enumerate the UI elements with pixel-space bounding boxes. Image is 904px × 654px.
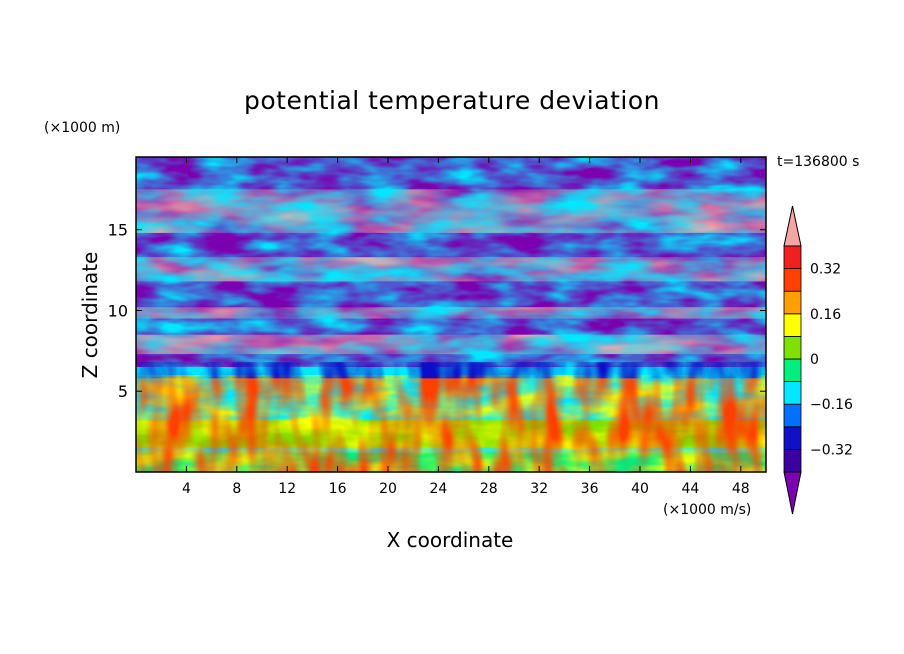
colorbar-tick-label: 0: [810, 352, 819, 368]
x-tick-label: 36: [581, 481, 599, 497]
x-tick-label: 32: [530, 481, 548, 497]
colorbar-tick-label: 0.16: [810, 307, 841, 323]
x-tick-label: 28: [480, 481, 498, 497]
colorbar: 0.32 0.16 0 −0.16 −0.32: [783, 205, 853, 515]
colorbar-segment: [783, 358, 802, 383]
x-tick-label: 48: [732, 481, 750, 497]
y-tick-label: 5: [118, 382, 128, 401]
plot-frame: [135, 156, 767, 473]
y-tick-label: 15: [108, 221, 128, 240]
colorbar-segment: [783, 313, 802, 337]
x-tick-label: 44: [681, 481, 699, 497]
chart-title: potential temperature deviation: [244, 86, 660, 115]
heatmap-field: [136, 157, 766, 472]
colorbar-segment: [783, 381, 802, 405]
x-tick-label: 4: [182, 481, 191, 497]
colorbar-segment: [783, 335, 802, 360]
colorbar-segment: [783, 290, 802, 315]
x-axis-ticks: 4 8 12 16 20 24 28 32 36 40 44 48: [182, 157, 750, 497]
x-tick-label: 12: [278, 481, 296, 497]
colorbar-segment: [783, 245, 802, 270]
x-tick-label: 20: [379, 481, 397, 497]
colorbar-tick-label: 0.32: [810, 262, 841, 278]
colorbar-segment: [783, 448, 802, 473]
colorbar-segment: [783, 403, 802, 428]
x-tick-label: 8: [232, 481, 241, 497]
colorbar-segment: [783, 426, 802, 450]
x-tick-label: 40: [631, 481, 649, 497]
x-axis-label: X coordinate: [386, 528, 514, 552]
x-tick-label: 16: [329, 481, 347, 497]
y-tick-label: 10: [108, 301, 128, 320]
x-axis-unit: (×1000 m/s): [663, 502, 752, 518]
colorbar-extend-bottom: [783, 471, 802, 515]
field-layer-low: [136, 362, 766, 472]
colorbar-tick-label: −0.32: [810, 442, 853, 458]
colorbar-extend-top: [783, 205, 802, 247]
y-axis-ticks: 5 10 15: [108, 221, 766, 401]
x-tick-label: 24: [429, 481, 447, 497]
time-label: t=136800 s: [777, 154, 860, 170]
colorbar-segment: [783, 268, 802, 292]
y-axis-unit: (×1000 m): [44, 120, 121, 136]
colorbar-tick-label: −0.16: [810, 397, 853, 413]
